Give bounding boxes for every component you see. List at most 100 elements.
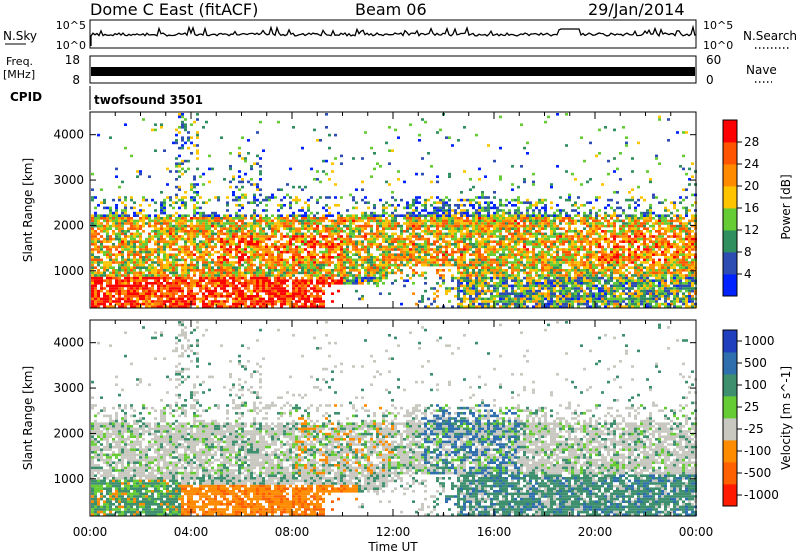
echo-cell: [274, 279, 277, 282]
echo-cell: [325, 227, 328, 230]
echo-cell: [268, 258, 271, 262]
echo-cell: [97, 227, 100, 230]
echo-cell: [418, 256, 421, 259]
echo-cell: [556, 250, 559, 254]
echo-cell: [400, 261, 403, 264]
echo-cell: [538, 261, 541, 264]
echo-cell: [130, 245, 133, 249]
echo-cell: [556, 245, 559, 249]
echo-cell: [115, 222, 118, 225]
echo-cell: [268, 248, 271, 251]
echo-cell: [286, 266, 289, 269]
echo-cell: [499, 279, 502, 282]
echo-cell: [553, 219, 556, 223]
echo-cell: [421, 250, 424, 254]
echo-cell: [259, 263, 262, 267]
echo-cell: [265, 248, 268, 251]
echo-cell: [349, 230, 352, 233]
echo-cell: [487, 284, 490, 288]
echo-cell: [451, 276, 454, 280]
echo-cell: [319, 232, 322, 236]
echo-cell: [442, 232, 445, 236]
echo-cell: [208, 214, 211, 217]
echo-cell: [502, 279, 505, 282]
echo-cell: [172, 300, 175, 303]
echo-cell: [289, 274, 292, 277]
echo-cell: [142, 248, 145, 251]
echo-cell: [304, 211, 307, 215]
echo-cell: [304, 232, 307, 236]
echo-cell: [115, 217, 118, 220]
echo-cell: [487, 282, 490, 285]
echo-cell: [340, 235, 343, 238]
echo-cell: [385, 224, 388, 228]
echo-cell: [262, 289, 265, 293]
echo-cell: [103, 271, 106, 275]
echo-cell: [328, 227, 331, 230]
echo-cell: [424, 271, 427, 275]
echo-cell: [247, 263, 250, 267]
echo-cell: [160, 237, 163, 241]
echo-cell: [373, 152, 376, 155]
echo-cell: [127, 279, 130, 282]
echo-cell: [394, 217, 397, 220]
echo-cell: [121, 201, 124, 204]
echo-cell: [163, 209, 166, 212]
echo-cell: [313, 284, 316, 288]
echo-cell: [478, 256, 481, 259]
echo-cell: [163, 287, 166, 290]
echo-cell: [484, 284, 487, 288]
echo-cell: [160, 201, 163, 204]
echo-cell: [361, 243, 364, 246]
echo-cell: [175, 269, 178, 272]
echo-cell: [484, 230, 487, 233]
echo-cell: [259, 245, 262, 249]
echo-cell: [97, 289, 100, 293]
echo-cell: [313, 245, 316, 249]
echo-cell: [151, 287, 154, 290]
echo-cell: [142, 263, 145, 267]
echo-cell: [439, 224, 442, 228]
echo-cell: [289, 302, 292, 306]
echo-cell: [484, 219, 487, 223]
echo-cell: [346, 217, 349, 220]
echo-cell: [148, 282, 151, 285]
echo-cell: [436, 211, 439, 215]
echo-cell: [322, 243, 325, 246]
echo-cell: [256, 245, 259, 249]
echo-cell: [133, 279, 136, 282]
echo-cell: [436, 261, 439, 264]
echo-cell: [226, 305, 229, 308]
echo-cell: [103, 261, 106, 264]
echo-cell: [463, 289, 466, 293]
echo-cell: [514, 227, 517, 230]
echo-cell: [226, 196, 229, 199]
echo-cell: [91, 279, 94, 282]
echo-cell: [520, 232, 523, 236]
echo-cell: [532, 297, 535, 301]
echo-cell: [499, 232, 502, 236]
echo-cell: [235, 198, 238, 202]
echo-cell: [154, 149, 157, 152]
echo-cell: [421, 243, 424, 246]
echo-cell: [496, 224, 499, 228]
echo-cell: [199, 219, 202, 223]
echo-cell: [514, 237, 517, 241]
echo-cell: [517, 274, 520, 277]
echo-cell: [103, 292, 106, 295]
echo-cell: [385, 237, 388, 241]
echo-cell: [109, 209, 112, 212]
echo-cell: [403, 217, 406, 220]
echo-cell: [175, 261, 178, 264]
echo-cell: [502, 248, 505, 251]
echo-cell: [376, 222, 379, 225]
echo-cell: [133, 302, 136, 306]
echo-cell: [490, 261, 493, 264]
echo-cell: [241, 196, 244, 199]
echo-cell: [442, 235, 445, 238]
echo-cell: [415, 302, 418, 306]
echo-cell: [385, 206, 388, 210]
echo-cell: [175, 232, 178, 236]
echo-cell: [382, 227, 385, 230]
echo-cell: [493, 222, 496, 225]
